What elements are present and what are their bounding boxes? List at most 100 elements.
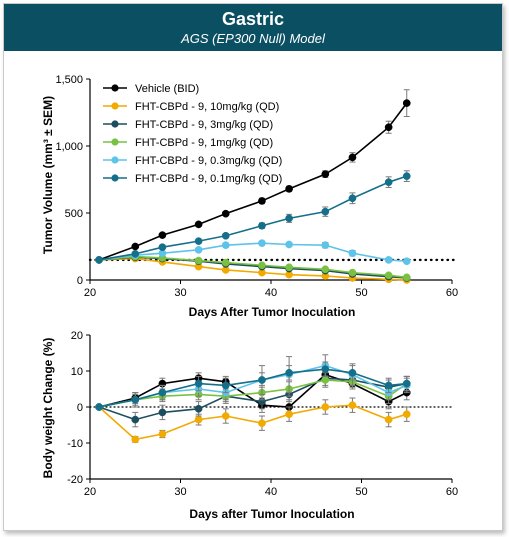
bottom-data-point — [384, 415, 393, 424]
bottom-y-tick-label: 0 — [77, 402, 83, 414]
legend-item-s10: FHT-CBPd - 9, 10mg/kg (QD) — [103, 101, 279, 113]
top-series-s10 — [95, 254, 411, 284]
top-x-tick-label: 50 — [355, 287, 367, 299]
bottom-series-s1 — [95, 372, 411, 411]
top-y-tick-label: 500 — [65, 208, 83, 220]
top-data-point — [258, 261, 266, 270]
top-data-point — [221, 258, 230, 267]
top-data-point — [321, 207, 330, 216]
bottom-data-point — [258, 376, 266, 384]
legend-swatch-marker — [111, 102, 119, 110]
legend-item-s03: FHT-CBPd - 9, 0.3mg/kg (QD) — [103, 155, 282, 167]
top-data-point — [348, 153, 357, 162]
bottom-data-point — [285, 368, 293, 377]
top-data-point — [384, 256, 393, 264]
legend-item-s3: FHT-CBPd - 9, 3mg/kg (QD) — [103, 119, 273, 131]
bottom-data-point — [131, 395, 140, 404]
top-data-point — [285, 185, 293, 193]
tumor-volume-chart: Tumor Volume (mm³ ± SEM) Days After Tumo… — [41, 74, 458, 319]
bottom-x-tick-label: 30 — [174, 486, 186, 498]
top-data-point — [95, 256, 103, 264]
legend-label: FHT-CBPd - 9, 0.1mg/kg (QD) — [135, 173, 282, 185]
bottom-data-point — [131, 435, 140, 444]
top-y-axis-title: Tumor Volume (mm³ ± SEM) — [41, 96, 55, 254]
top-data-point — [384, 123, 393, 132]
bottom-data-point — [402, 410, 411, 419]
legend-label: FHT-CBPd - 9, 3mg/kg (QD) — [135, 119, 273, 131]
legend-item-s01: FHT-CBPd - 9, 0.1mg/kg (QD) — [103, 173, 282, 185]
top-y-tick-label: 0 — [77, 275, 83, 287]
bottom-data-point — [194, 379, 203, 388]
bottom-data-point — [158, 430, 167, 438]
top-data-point — [258, 239, 266, 247]
bottom-y-tick-label: 10 — [71, 366, 83, 378]
bottom-series-s01 — [95, 361, 411, 411]
top-data-point — [131, 250, 140, 258]
top-data-point — [321, 241, 330, 250]
top-data-point — [194, 220, 203, 229]
bottom-data-point — [258, 419, 266, 428]
bottom-y-axis-title: Body weight Change (%) — [41, 338, 55, 479]
top-data-point — [258, 197, 266, 205]
top-data-point — [402, 257, 411, 266]
top-data-point — [158, 243, 167, 252]
top-data-point — [221, 241, 230, 250]
bottom-data-point — [158, 408, 167, 417]
top-series-s3 — [95, 253, 411, 282]
top-x-axis-title: Days After Tumor Inoculation — [189, 305, 356, 319]
top-x-tick-label: 20 — [84, 287, 96, 299]
bottom-data-point — [402, 379, 411, 388]
bottom-x-tick-label: 40 — [265, 486, 277, 498]
legend-label: FHT-CBPd - 9, 0.3mg/kg (QD) — [135, 155, 282, 167]
figure-subtitle: AGS (EP300 Null) Model — [181, 31, 325, 46]
legend-item-vehicle: Vehicle (BID) — [103, 83, 199, 95]
header-banner: Gastric AGS (EP300 Null) Model — [4, 4, 502, 51]
top-x-tick-label: 30 — [174, 287, 186, 299]
legend-item-s1: FHT-CBPd - 9, 1mg/kg (QD) — [103, 137, 273, 149]
top-x-tick-label: 40 — [265, 287, 277, 299]
legend-label: Vehicle (BID) — [135, 83, 199, 95]
top-data-point — [348, 268, 357, 277]
legend-label: FHT-CBPd - 9, 10mg/kg (QD) — [135, 101, 279, 113]
bottom-x-tick-label: 60 — [446, 486, 458, 498]
top-series-s1 — [95, 252, 411, 282]
bottom-y-tick-label: -10 — [67, 438, 83, 450]
top-data-point — [158, 231, 167, 239]
bottom-data-point — [194, 415, 203, 424]
bottom-x-tick-label: 50 — [355, 486, 367, 498]
legend-swatch-marker — [111, 138, 119, 146]
top-x-tick-label: 60 — [446, 287, 458, 299]
bottom-series-s10 — [95, 397, 411, 444]
top-data-point — [321, 170, 330, 178]
top-data-point — [221, 209, 230, 218]
bottom-data-point — [131, 415, 140, 424]
top-data-point — [194, 246, 203, 254]
bottom-data-point — [384, 381, 393, 390]
legend-swatch-marker — [111, 156, 119, 164]
legend-swatch-marker — [111, 174, 119, 182]
bottom-data-point — [221, 412, 230, 420]
legend-label: FHT-CBPd - 9, 1mg/kg (QD) — [135, 137, 273, 149]
top-data-point — [194, 237, 203, 245]
top-data-point — [402, 99, 411, 107]
legend-swatch-marker — [111, 120, 119, 128]
top-data-point — [194, 256, 203, 265]
top-data-point — [221, 231, 230, 240]
top-data-point — [348, 194, 357, 203]
bottom-x-tick-label: 20 — [84, 486, 96, 498]
bottom-data-point — [321, 403, 330, 411]
top-data-point — [285, 240, 293, 249]
top-series-line — [98, 175, 408, 261]
bottom-data-point — [95, 403, 103, 411]
bottom-data-point — [348, 368, 357, 377]
top-series-s01 — [95, 170, 411, 264]
top-data-point — [402, 172, 411, 180]
top-y-tick-label: 1,500 — [55, 74, 83, 86]
body-weight-chart: Body weight Change (%) Days after Tumor … — [41, 330, 458, 521]
bottom-series-line — [98, 404, 407, 441]
legend-swatch-marker — [111, 84, 119, 92]
top-data-point — [384, 178, 393, 187]
top-data-point — [258, 221, 266, 230]
bottom-data-point — [221, 381, 230, 390]
